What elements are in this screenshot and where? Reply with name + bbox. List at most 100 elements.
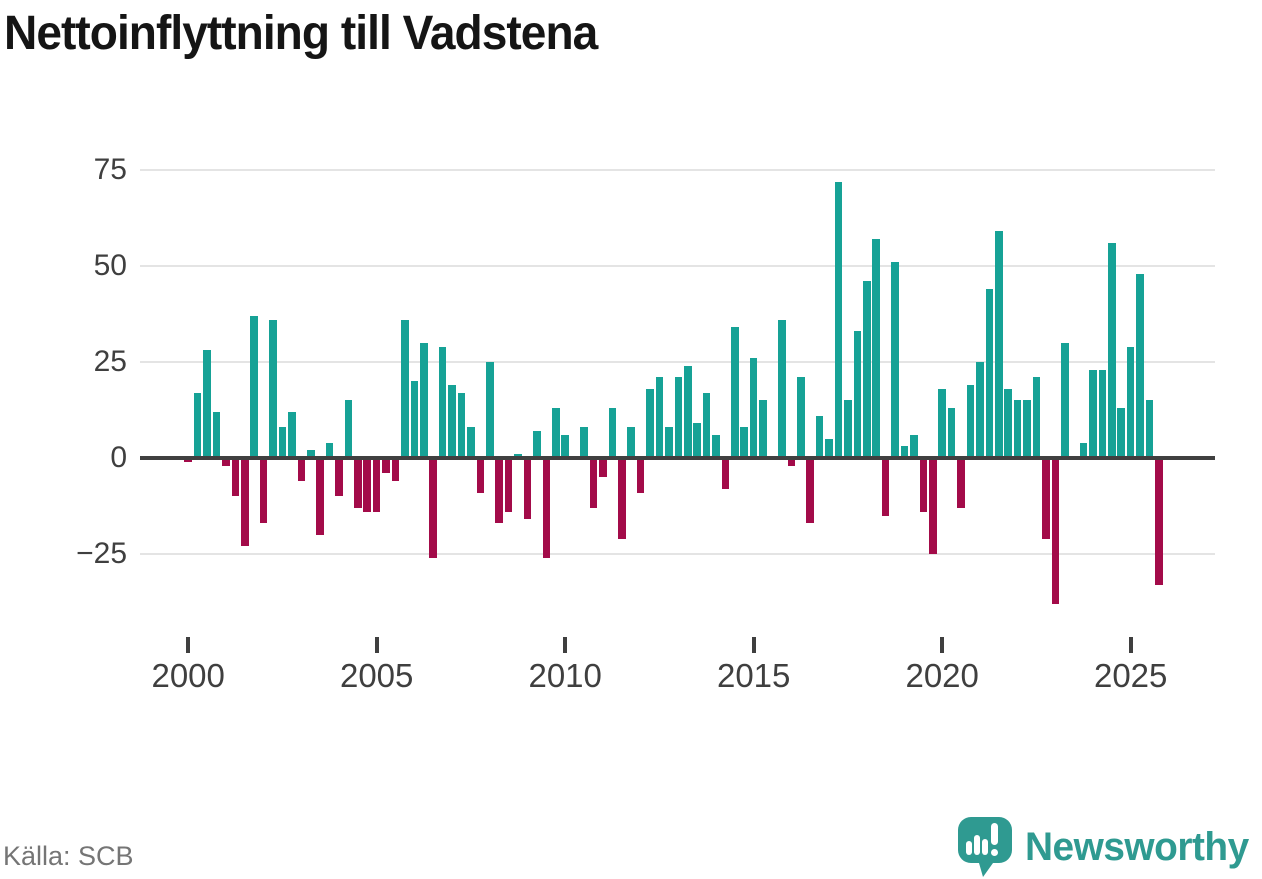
bar-2010q3 xyxy=(580,427,588,458)
bar-2000q3 xyxy=(203,350,211,458)
bar-2004q4 xyxy=(363,458,372,512)
bar-2024q4 xyxy=(1117,408,1126,458)
bar-2001q2 xyxy=(231,458,240,497)
bar-2004q1 xyxy=(335,458,343,497)
gridline-y-50 xyxy=(140,265,1215,267)
x-axis-tick-2025 xyxy=(1128,637,1133,653)
x-axis-label-2010: 2010 xyxy=(528,657,602,694)
bar-2001q1 xyxy=(222,458,230,466)
gridline-y-25 xyxy=(140,361,1215,363)
bar-2025q4 xyxy=(1155,458,1163,585)
bar-2006q3 xyxy=(429,458,438,558)
chart-title: Nettoinflyttning till Vadstena xyxy=(4,7,598,60)
bar-2021q2 xyxy=(985,289,994,458)
bar-2012q3 xyxy=(655,377,664,458)
x-axis-label-2015: 2015 xyxy=(716,657,791,694)
bar-2006q1 xyxy=(410,381,419,458)
bar-2023q4 xyxy=(1079,442,1088,458)
bar-2021q3 xyxy=(994,231,1003,458)
bar-2023q1 xyxy=(1051,458,1060,604)
bar-2014q3 xyxy=(731,327,739,458)
y-axis-label-25: 25 xyxy=(93,345,127,378)
bar-2019q3 xyxy=(919,458,928,512)
x-axis-label-2005: 2005 xyxy=(339,657,414,694)
newsworthy-brand: Newsworthy xyxy=(957,816,1256,878)
bar-2003q1 xyxy=(297,458,306,482)
bar-2010q4 xyxy=(589,458,598,508)
newsworthy-wordmark: Newsworthy xyxy=(1025,824,1250,869)
bar-2009q1 xyxy=(523,458,532,520)
bar-2016q4 xyxy=(815,415,824,458)
gridline-y-75 xyxy=(140,169,1215,171)
bar-2007q3 xyxy=(467,427,475,458)
bar-2020q2 xyxy=(947,408,956,458)
bar-2012q2 xyxy=(646,388,654,458)
bar-2011q2 xyxy=(608,408,617,458)
bar-2025q3 xyxy=(1145,400,1154,458)
bar-2016q3 xyxy=(806,458,815,524)
bar-2024q3 xyxy=(1108,242,1116,458)
bar-2008q2 xyxy=(495,458,504,524)
bar-2007q4 xyxy=(476,458,485,493)
bar-2009q4 xyxy=(551,408,560,458)
bar-2011q4 xyxy=(627,427,635,458)
bar-2019q2 xyxy=(910,434,918,458)
bar-2003q4 xyxy=(325,442,334,458)
bar-2020q4 xyxy=(966,385,975,458)
bar-2014q4 xyxy=(740,427,749,458)
x-axis-tick-2015 xyxy=(751,637,756,653)
bar-2004q2 xyxy=(344,400,353,458)
bar-2002q3 xyxy=(278,427,287,458)
bar-2020q1 xyxy=(938,388,946,458)
bar-2021q4 xyxy=(1004,388,1012,458)
bar-2022q2 xyxy=(1023,400,1031,458)
bar-2012q1 xyxy=(636,458,645,493)
x-axis-label-2020: 2020 xyxy=(905,657,979,694)
newsworthy-logo-icon xyxy=(957,816,1013,878)
bar-2008q3 xyxy=(504,458,513,512)
bar-2003q3 xyxy=(316,458,324,535)
bar-2014q2 xyxy=(721,458,730,489)
bar-2007q2 xyxy=(457,392,466,458)
x-axis-zero-line xyxy=(140,456,1215,460)
x-axis-tick-2005 xyxy=(374,637,379,653)
bar-2000q4 xyxy=(212,411,221,458)
x-axis-label-2000: 2000 xyxy=(151,657,225,694)
bar-2002q4 xyxy=(288,411,296,458)
bar-2021q1 xyxy=(976,362,984,458)
bar-2013q4 xyxy=(702,392,711,458)
y-axis-label--25: −25 xyxy=(76,537,127,570)
x-axis-tick-2010 xyxy=(563,637,568,653)
bar-2022q4 xyxy=(1042,458,1050,539)
bar-2017q3 xyxy=(844,400,852,458)
bar-2025q1 xyxy=(1126,346,1135,458)
bar-2007q1 xyxy=(448,385,456,458)
bar-2011q3 xyxy=(617,458,626,539)
bar-2006q4 xyxy=(438,346,447,458)
bar-2019q1 xyxy=(900,446,909,458)
bar-2024q1 xyxy=(1089,369,1097,458)
bar-2015q2 xyxy=(759,400,767,458)
x-axis-tick-2020 xyxy=(940,637,945,653)
bar-2003q2 xyxy=(306,450,315,458)
bar-2005q4 xyxy=(401,319,409,458)
y-axis-label-0: 0 xyxy=(110,441,127,474)
gridline-y--25 xyxy=(140,553,1215,555)
bar-2001q4 xyxy=(250,315,258,458)
bar-2017q2 xyxy=(834,181,843,458)
bar-2017q4 xyxy=(853,331,862,458)
bar-2017q1 xyxy=(825,438,833,458)
bar-2016q1 xyxy=(787,458,796,466)
bar-2002q1 xyxy=(259,458,268,524)
bar-2001q3 xyxy=(240,458,249,547)
bar-2018q3 xyxy=(881,458,890,516)
bar-2016q2 xyxy=(797,377,805,458)
bar-2009q2 xyxy=(533,431,541,458)
bar-2015q1 xyxy=(749,358,758,458)
bar-2022q3 xyxy=(1032,377,1041,458)
bar-2005q2 xyxy=(382,458,390,474)
bar-2018q1 xyxy=(863,281,871,458)
source-label: Källa: SCB xyxy=(3,841,134,871)
bar-2004q3 xyxy=(354,458,362,508)
bar-2019q4 xyxy=(928,458,937,554)
